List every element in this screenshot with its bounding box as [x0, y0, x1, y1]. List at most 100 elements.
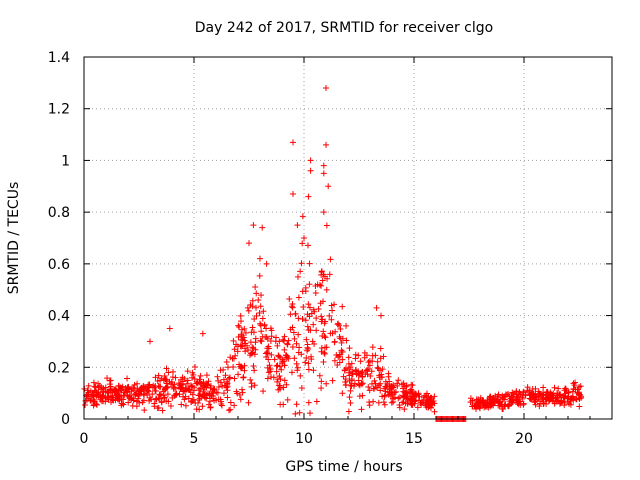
data-point [248, 350, 255, 357]
data-point [260, 388, 267, 395]
data-point [567, 398, 574, 405]
data-point [369, 380, 376, 387]
data-point [307, 327, 314, 334]
data-point [145, 381, 152, 388]
data-point [375, 399, 382, 406]
data-point [334, 321, 341, 328]
data-point [261, 321, 268, 328]
data-point [276, 363, 283, 370]
data-point [166, 325, 173, 332]
data-point [249, 303, 256, 310]
data-point [249, 349, 256, 356]
data-point [318, 282, 325, 289]
data-point [298, 384, 305, 391]
data-point [311, 340, 318, 347]
data-point [278, 366, 285, 373]
data-point [428, 398, 435, 405]
data-point [140, 382, 147, 389]
data-point [297, 268, 304, 275]
data-point [346, 394, 353, 401]
y-tick-label: 0.6 [48, 257, 70, 273]
data-point [331, 357, 338, 364]
data-point [245, 307, 252, 314]
data-point [420, 396, 427, 403]
data-point [250, 222, 257, 229]
data-point [318, 378, 325, 385]
data-point [343, 365, 350, 372]
data-point [251, 382, 258, 389]
data-point [199, 330, 206, 337]
data-point [341, 367, 348, 374]
data-point [305, 193, 312, 200]
data-point [149, 391, 156, 398]
data-point [253, 304, 260, 311]
data-point [164, 391, 171, 398]
data-point [294, 273, 301, 280]
data-point [323, 344, 330, 351]
data-point [372, 352, 379, 359]
data-point [240, 374, 247, 381]
data-point [377, 380, 384, 387]
data-point [196, 396, 203, 403]
data-point [284, 396, 291, 403]
data-point [210, 386, 217, 393]
data-point [252, 284, 259, 291]
data-point [189, 369, 196, 376]
data-point [383, 383, 390, 390]
data-point [225, 407, 232, 414]
data-point [295, 315, 302, 322]
data-point [151, 400, 158, 407]
data-point [381, 392, 388, 399]
data-point [325, 183, 332, 190]
data-point [366, 399, 373, 406]
data-point [291, 355, 298, 362]
data-point [305, 366, 312, 373]
data-point [396, 394, 403, 401]
data-point [424, 390, 431, 397]
data-point [343, 322, 350, 329]
data-point [247, 376, 254, 383]
data-point [352, 351, 359, 358]
data-point [214, 373, 221, 380]
data-point [346, 372, 353, 379]
data-point [547, 390, 554, 397]
data-point [104, 388, 111, 395]
data-point [338, 339, 345, 346]
data-point [339, 303, 346, 310]
data-point [263, 349, 270, 356]
data-point [297, 372, 304, 379]
data-point [242, 329, 249, 336]
data-point [227, 406, 234, 413]
data-point [295, 294, 302, 301]
data-point [551, 400, 558, 407]
data-point [300, 304, 307, 311]
data-point [323, 380, 330, 387]
data-point [381, 401, 388, 408]
data-point [224, 387, 231, 394]
data-point [260, 308, 267, 315]
data-point [252, 335, 259, 342]
data-point [320, 162, 327, 169]
data-point [412, 397, 419, 404]
data-point [217, 367, 224, 374]
data-point [336, 359, 343, 366]
data-point [328, 316, 335, 323]
data-point [250, 362, 257, 369]
data-point [229, 355, 236, 362]
data-point [495, 402, 502, 409]
data-point [272, 338, 279, 345]
data-point [323, 85, 329, 92]
y-tick-label: 0.4 [48, 309, 70, 325]
data-point [431, 408, 438, 415]
data-point [332, 328, 339, 335]
data-point [223, 384, 230, 391]
data-point [117, 386, 124, 393]
data-point [401, 406, 408, 413]
data-point [403, 395, 410, 402]
data-point [156, 395, 163, 402]
data-point [343, 337, 350, 344]
data-point [294, 364, 301, 371]
data-point [280, 384, 287, 391]
data-point [290, 329, 297, 336]
data-point [345, 369, 352, 376]
